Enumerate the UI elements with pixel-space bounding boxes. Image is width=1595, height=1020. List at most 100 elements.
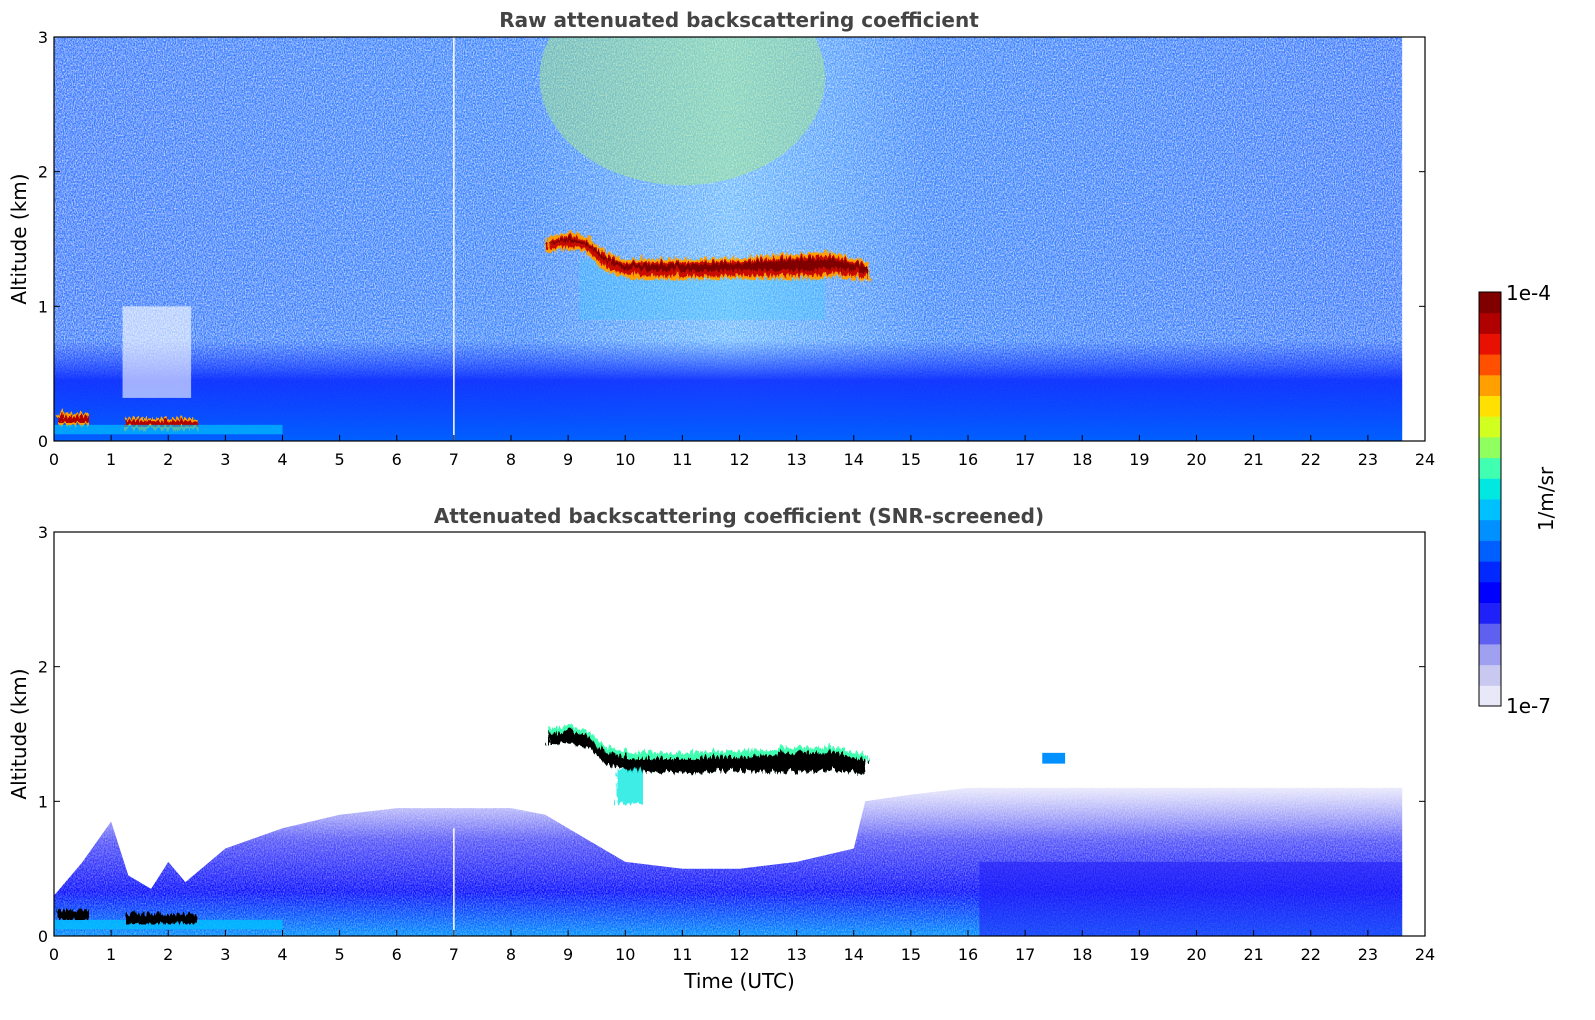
x-tick-label: 0 [49,450,59,469]
x-tick-label: 4 [277,450,287,469]
x-tick-label: 8 [506,450,516,469]
x-tick-label: 24 [1415,945,1435,964]
raw-signal-patch [539,37,826,186]
raw-heatmap [54,37,1403,441]
screened-surface-layer [54,919,283,930]
x-axis-label: Time (UTC) [683,969,795,993]
colorbar-segment [1479,540,1501,562]
x-tick-label: 19 [1129,945,1149,964]
x-tick-label: 10 [615,945,635,964]
colorbar-max-label: 1e-4 [1506,281,1551,305]
x-tick-label: 19 [1129,450,1149,469]
x-tick-label: 17 [1015,450,1035,469]
colorbar-segment [1479,457,1501,479]
colorbar-segment [1479,623,1501,645]
colorbar-segment [1479,581,1501,603]
screened-low-cloud [122,911,197,922]
x-tick-label: 3 [220,945,230,964]
colorbar-segment [1479,374,1501,396]
x-tick-label: 20 [1186,450,1206,469]
screened-cloud-layer [545,728,866,772]
x-tick-label: 4 [277,945,287,964]
colorbar-units-label: 1/m/sr [1534,466,1558,531]
colorbar-segment [1479,436,1501,459]
colorbar-segment [1479,354,1501,376]
screened-fall-streak [613,767,643,802]
colorbar-segment [1479,333,1501,355]
x-tick-label: 15 [901,450,921,469]
x-tick-label: 16 [958,450,978,469]
raw-boundary-layer [54,340,1403,441]
x-tick-label: 23 [1358,450,1378,469]
colorbar-segment [1479,312,1501,334]
x-tick-label: 13 [786,945,806,964]
x-tick-label: 21 [1243,945,1263,964]
screened-heatmap [54,532,1425,936]
y-tick-label: 3 [38,523,48,542]
x-tick-label: 9 [563,450,573,469]
x-tick-label: 18 [1072,450,1092,469]
x-tick-label: 16 [958,945,978,964]
colorbar-segment [1479,519,1501,541]
x-tick-label: 15 [901,945,921,964]
y-tick-label: 1 [38,792,48,811]
x-tick-label: 2 [163,450,173,469]
x-tick-label: 9 [563,945,573,964]
screened-low-cloud [54,907,89,918]
screened-isolated-layer [1042,752,1066,764]
x-tick-label: 5 [335,945,345,964]
screened-panel: Attenuated backscattering coefficient (S… [7,504,1435,993]
x-tick-label: 12 [729,450,749,469]
colorbar-segment [1479,643,1501,666]
colorbar-segment [1479,685,1501,707]
x-tick-label: 13 [786,450,806,469]
raw-cloud-core [545,235,866,270]
x-tick-label: 24 [1415,450,1435,469]
x-tick-label: 0 [49,945,59,964]
x-tick-label: 10 [615,450,635,469]
x-tick-label: 22 [1301,450,1321,469]
y-tick-label: 1 [38,297,48,316]
y-tick-label: 0 [38,432,48,451]
colorbar-segment [1479,602,1501,624]
colorbar-segment [1479,478,1501,500]
colorbar: 1e-4 1e-7 1/m/sr [1478,281,1558,718]
raw-surface-layer [54,424,283,435]
colorbar-min-label: 1e-7 [1506,694,1551,718]
colorbar-segment [1479,416,1501,438]
screened-panel-title: Attenuated backscattering coefficient (S… [434,504,1044,528]
y-tick-label: 0 [38,927,48,946]
x-tick-label: 12 [729,945,749,964]
raw-panel-title: Raw attenuated backscattering coefficien… [499,8,979,32]
x-tick-label: 18 [1072,945,1092,964]
y-tick-label: 2 [38,163,48,182]
x-tick-label: 6 [392,945,402,964]
screened-nighttime-layer [979,861,1403,936]
colorbar-scale [1479,292,1501,707]
colorbar-frame [1478,291,1502,707]
x-tick-label: 2 [163,945,173,964]
x-tick-label: 1 [106,945,116,964]
raw-low-cloud [122,418,197,425]
x-tick-label: 3 [220,450,230,469]
x-tick-label: 14 [844,450,864,469]
x-tick-label: 11 [672,945,692,964]
x-tick-label: 5 [335,450,345,469]
x-tick-label: 14 [844,945,864,964]
x-tick-label: 23 [1358,945,1378,964]
raw-y-axis-label: Altitude (km) [7,173,31,304]
colorbar-segment [1479,561,1501,583]
raw-clear-column [122,306,192,398]
y-tick-label: 2 [38,658,48,677]
raw-low-cloud [54,414,89,421]
x-tick-label: 22 [1301,945,1321,964]
y-tick-label: 3 [38,28,48,47]
x-tick-label: 17 [1015,945,1035,964]
x-tick-label: 21 [1243,450,1263,469]
x-tick-label: 7 [449,450,459,469]
colorbar-segment [1479,292,1501,314]
x-tick-label: 6 [392,450,402,469]
colorbar-segment [1479,664,1501,686]
x-tick-label: 20 [1186,945,1206,964]
